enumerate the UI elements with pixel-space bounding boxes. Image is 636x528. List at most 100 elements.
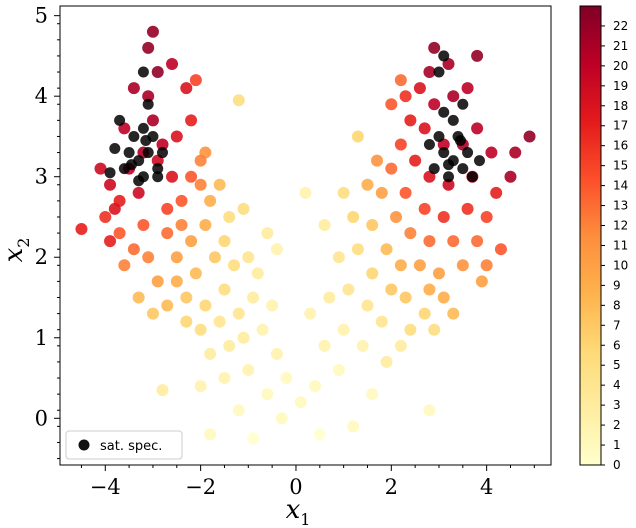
scatter-point xyxy=(151,66,164,79)
scatter-point xyxy=(385,283,398,296)
scatter-point xyxy=(309,380,322,393)
scatter-point xyxy=(146,307,159,320)
sat-spec-point xyxy=(142,98,154,110)
scatter-point xyxy=(385,162,398,175)
scatter-point xyxy=(185,170,198,183)
scatter-point xyxy=(471,122,484,135)
x-tick-label: −2 xyxy=(185,475,216,499)
sat-spec-points xyxy=(104,50,485,187)
colorbar-tick-label: 4 xyxy=(613,378,621,392)
scatter-point xyxy=(323,291,336,304)
sat-spec-point xyxy=(123,147,135,159)
scatter-point xyxy=(447,235,460,248)
scatter-point xyxy=(480,259,493,272)
sat-spec-point xyxy=(466,171,478,183)
sat-spec-point xyxy=(152,163,164,175)
scatter-point xyxy=(399,90,412,103)
scatter-point xyxy=(137,219,150,232)
sat-spec-point xyxy=(137,66,149,78)
scatter-point xyxy=(318,339,331,352)
scatter-point xyxy=(380,243,393,256)
scatter-point xyxy=(194,178,207,191)
scatter-point xyxy=(118,259,131,272)
scatter-point xyxy=(461,82,474,95)
scatter-point xyxy=(247,432,260,445)
scatter-point xyxy=(390,210,403,223)
scatter-point xyxy=(180,82,193,95)
scatter-point xyxy=(432,267,445,280)
scatter-point xyxy=(318,219,331,232)
sat-spec-point xyxy=(473,155,485,167)
scatter-point xyxy=(361,299,374,312)
scatter-point xyxy=(161,227,174,240)
scatter-point xyxy=(166,170,179,183)
sat-spec-point xyxy=(104,167,116,179)
colorbar-tick-label: 10 xyxy=(613,258,628,272)
y-tick-label: 2 xyxy=(35,245,48,269)
y-tick-label: 5 xyxy=(35,4,48,28)
sat-spec-point xyxy=(433,66,445,78)
x-tick-label: −4 xyxy=(90,475,121,499)
scatter-point xyxy=(204,347,217,360)
sat-spec-point xyxy=(137,122,149,134)
scatter-point xyxy=(366,267,379,280)
colorbar-tick-label: 22 xyxy=(613,19,628,33)
scatter-point xyxy=(399,186,412,199)
scatter-point xyxy=(251,267,264,280)
x-axis-title: x1 xyxy=(286,495,311,528)
scatter-point xyxy=(218,372,231,385)
legend-label: sat. spec. xyxy=(100,439,162,454)
scatter-point xyxy=(423,404,436,417)
scatter-point xyxy=(366,388,379,401)
sat-spec-point xyxy=(443,159,455,171)
x-tick-label: 2 xyxy=(385,475,398,499)
scatter-point xyxy=(418,202,431,215)
scatter-point xyxy=(175,219,188,232)
colorbar-tick-label: 21 xyxy=(613,39,628,53)
scatter-point xyxy=(227,259,240,272)
scatter-point xyxy=(447,307,460,320)
y-axis-title: x2 xyxy=(0,238,33,263)
colorbar-tick-label: 15 xyxy=(613,159,628,173)
sat-spec-point xyxy=(152,171,164,183)
sat-spec-point xyxy=(109,143,121,155)
legend: sat. spec. xyxy=(65,430,183,460)
scatter-point xyxy=(418,122,431,135)
scatter-point xyxy=(127,82,140,95)
scatter-point xyxy=(185,235,198,248)
scatter-point xyxy=(361,178,374,191)
legend-marker xyxy=(78,439,90,451)
scatter-point xyxy=(313,428,326,441)
scatter-point xyxy=(461,202,474,215)
scatter-point xyxy=(351,130,364,143)
scatter-point xyxy=(332,363,345,376)
sat-spec-point xyxy=(433,130,445,142)
scatter-point xyxy=(409,154,422,167)
colorbar-tick-label: 19 xyxy=(613,79,628,93)
scatter-point xyxy=(413,82,426,95)
scatter-point xyxy=(166,57,179,70)
scatter-point xyxy=(418,307,431,320)
scatter-point xyxy=(347,420,360,433)
scatter-point xyxy=(394,259,407,272)
scatter-point xyxy=(199,219,212,232)
scatter-point xyxy=(337,323,350,336)
sat-spec-point xyxy=(462,147,474,159)
scatter-point xyxy=(394,339,407,352)
scatter-points xyxy=(75,25,536,445)
scatter-point xyxy=(304,307,317,320)
scatter-point xyxy=(261,388,274,401)
scatter-point xyxy=(223,339,236,352)
scatter-point xyxy=(475,275,488,288)
scatter-point xyxy=(108,202,121,215)
scatter-point xyxy=(423,66,436,79)
plot-area xyxy=(75,25,536,445)
sat-spec-point xyxy=(126,159,138,171)
scatter-point xyxy=(237,331,250,344)
scatter-point xyxy=(161,299,174,312)
sat-spec-point xyxy=(114,114,126,126)
scatter-point xyxy=(223,210,236,223)
colorbar-tick-label: 18 xyxy=(613,99,628,113)
